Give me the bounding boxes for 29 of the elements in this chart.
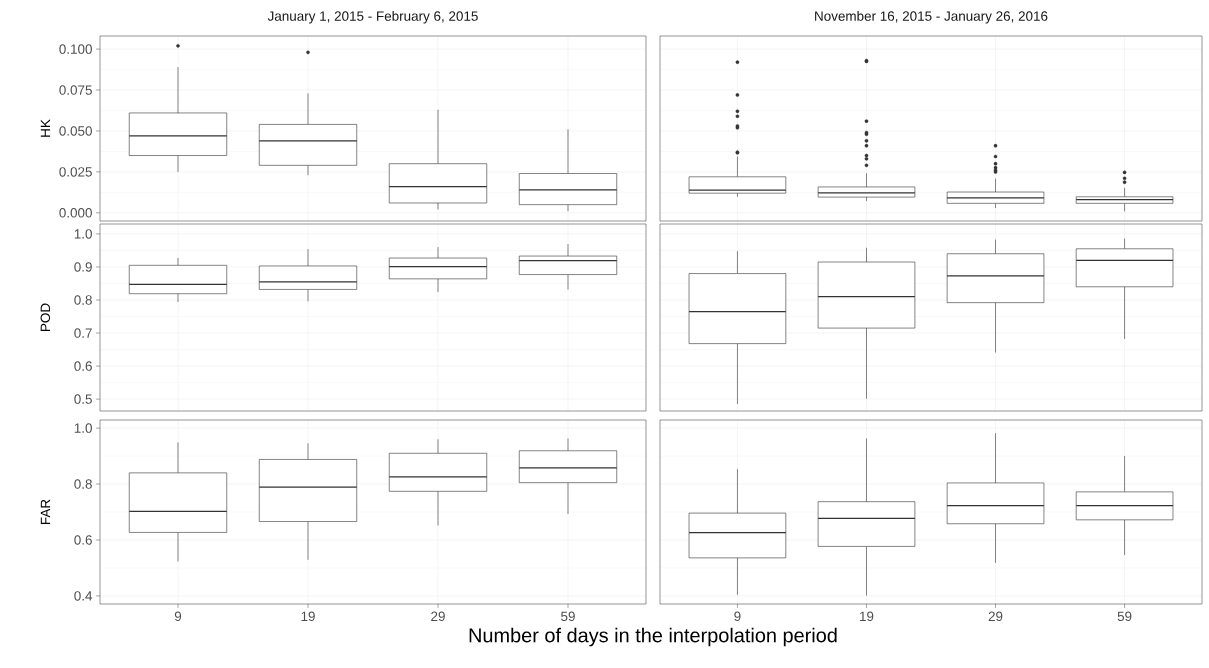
y-tick-label: 1.0 xyxy=(74,229,92,239)
y-tick-label: 1.0 xyxy=(74,423,92,433)
chart-title: November 16, 2015 - January 26, 2016 xyxy=(815,10,1048,24)
y-tick-label: 0.5 xyxy=(74,394,92,404)
y-axis-title: FAR xyxy=(40,499,51,524)
y-tick-label: 0.075 xyxy=(59,85,92,95)
chart-title: January 1, 2015 - February 6, 2015 xyxy=(267,10,478,24)
x-tick-label: 9 xyxy=(174,611,182,622)
y-tick-label: 0.000 xyxy=(59,208,92,218)
y-tick-label: 0.4 xyxy=(74,591,93,601)
y-tick-label: 0.8 xyxy=(74,295,92,305)
x-tick-label: 19 xyxy=(860,611,874,622)
y-tick-label: 0.6 xyxy=(74,361,92,371)
y-tick-label: 0.8 xyxy=(74,479,92,489)
y-axis-title: HK xyxy=(40,119,51,137)
x-tick-label: 29 xyxy=(988,611,1003,622)
y-tick-label: 0.9 xyxy=(74,262,92,272)
x-tick-label: 59 xyxy=(561,611,575,622)
x-tick-label: 9 xyxy=(734,611,741,622)
y-tick-label: 0.7 xyxy=(74,328,92,338)
x-axis-title: Number of days in the interpolation period xyxy=(469,627,837,647)
y-tick-label: 0.050 xyxy=(59,126,92,136)
y-tick-label: 0.6 xyxy=(74,535,92,545)
y-tick-label: 0.100 xyxy=(59,44,92,54)
x-tick-label: 29 xyxy=(431,611,445,622)
y-tick-label: 0.025 xyxy=(59,167,92,177)
x-tick-label: 19 xyxy=(301,611,315,622)
x-tick-label: 59 xyxy=(1117,611,1132,622)
y-axis-title: POD xyxy=(40,303,51,331)
